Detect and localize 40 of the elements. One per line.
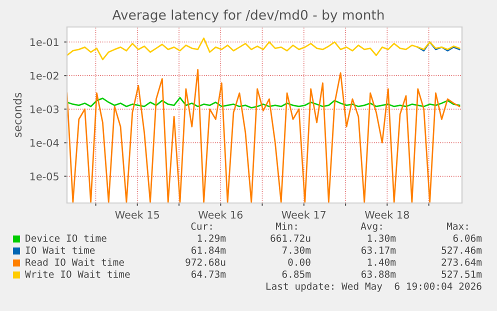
y-axis-title: seconds (13, 92, 22, 138)
text: 63.17m (362, 246, 396, 254)
text: 6.06m (453, 234, 482, 242)
legend-label: Device IO time (26, 234, 106, 242)
y-tick-label: 1e-04 (30, 138, 59, 147)
x-tick-label: Week 15 (115, 210, 160, 219)
line-series (417, 41, 460, 52)
text: 661.72u (270, 234, 310, 242)
text: 972.68u (186, 258, 226, 266)
legend-label: Read IO Wait time (26, 258, 124, 266)
y-tick-label: 1e-03 (30, 105, 59, 114)
text: Avg: (360, 222, 382, 232)
text: 527.51m (442, 270, 482, 278)
chart-title: Average latency for /dev/md0 - by month (112, 10, 384, 22)
text: 273.64m (442, 258, 482, 266)
y-tick-label: 1e-05 (30, 172, 58, 180)
y-tick-label: 1e-01 (30, 38, 58, 46)
x-tick-label: Week 16 (198, 210, 243, 219)
text: 64.73m (192, 270, 226, 278)
text: Min: (276, 222, 297, 230)
text: 527.46m (442, 246, 482, 254)
text: 63.88m (362, 270, 396, 278)
x-tick-label: Week 17 (282, 210, 326, 219)
legend-label: IO Wait time (26, 246, 95, 254)
line-series (67, 68, 460, 203)
legend-label: Write IO Wait time (25, 270, 130, 278)
line-series (67, 37, 460, 60)
text: 6.85m (282, 270, 311, 278)
text: 1.40m (368, 258, 396, 266)
text: Max: (446, 222, 468, 230)
line-series (67, 96, 460, 108)
text: Cur: (191, 222, 212, 230)
text: 1.29m (198, 234, 226, 242)
text: Last update: Wed May 6 19:00:04 2026 (266, 282, 482, 292)
text: 7.30m (282, 246, 311, 254)
text: 1.30m (368, 234, 396, 242)
text: 61.84m (192, 246, 226, 254)
x-tick-label: Week 18 (364, 210, 409, 219)
y-tick-label: 1e-02 (30, 72, 58, 80)
text: 0.00 (288, 258, 310, 266)
